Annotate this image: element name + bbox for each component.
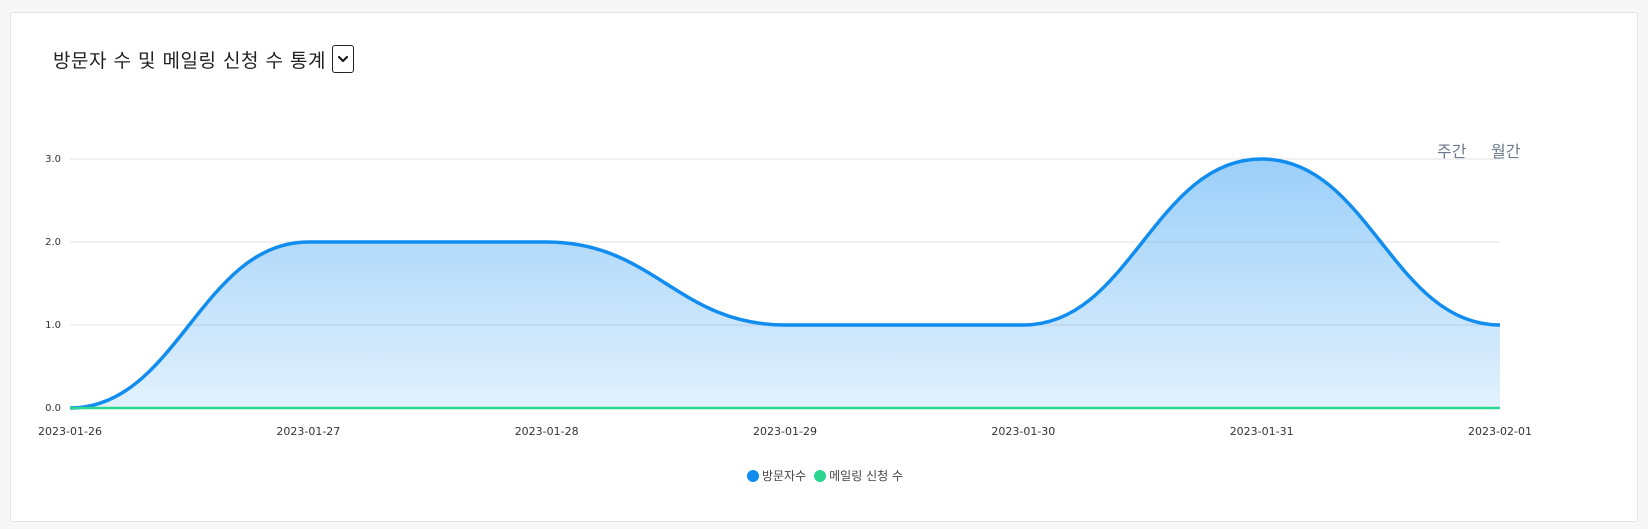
x-tick-label: 2023-01-28 — [515, 425, 579, 438]
legend-marker-visitors — [746, 469, 759, 482]
x-tick-label: 2023-01-31 — [1230, 425, 1294, 438]
legend-marker-mailing — [814, 469, 827, 482]
x-tick-label: 2023-01-27 — [276, 425, 340, 438]
visitors-line — [69, 157, 1501, 410]
chart-card: 방문자 수 및 메일링 신청 수 통계 주간 월간 0.0 1.0 2.0 3.0 20… — [10, 12, 1638, 522]
chart-header: 방문자 수 및 메일링 신청 수 통계 — [53, 45, 354, 73]
chart-legend: 방문자수 메일링 신청 수 — [11, 467, 1639, 484]
x-tick-label: 2023-02-01 — [1468, 425, 1532, 438]
chart-title: 방문자 수 및 메일링 신청 수 통계 — [53, 49, 326, 72]
x-tick-label: 2023-01-29 — [753, 425, 817, 438]
legend-item-mailing[interactable]: 메일링 신청 수 — [814, 467, 903, 484]
x-tick-label: 2023-01-26 — [38, 425, 102, 438]
area-chart: 0.0 1.0 2.0 3.0 2023-01-26 2023-01-27 2023-01-… — [38, 154, 1532, 438]
chevron-down-icon — [337, 55, 348, 62]
y-tick-label: 3.0 — [45, 154, 61, 165]
x-tick-label: 2023-01-30 — [991, 425, 1055, 438]
stats-type-select[interactable] — [331, 45, 354, 73]
y-tick-label: 2.0 — [45, 237, 61, 248]
visitors-area — [70, 159, 1500, 408]
y-tick-label: 0.0 — [45, 403, 61, 414]
legend-item-visitors[interactable]: 방문자수 — [746, 467, 807, 484]
tab-weekly[interactable]: 주간 — [1437, 142, 1467, 161]
y-tick-label: 1.0 — [45, 320, 61, 331]
legend-label-mailing: 메일링 신청 수 — [829, 469, 904, 483]
legend-label-visitors: 방문자수 — [761, 469, 807, 483]
tab-monthly[interactable]: 월간 — [1491, 142, 1521, 161]
